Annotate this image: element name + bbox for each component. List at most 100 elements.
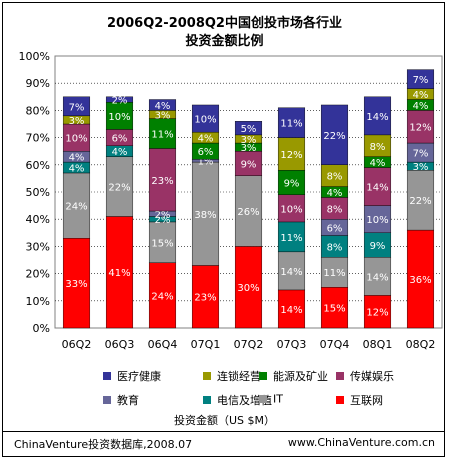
- legend-swatch: [336, 396, 344, 404]
- y-tick-label: 90%: [26, 77, 50, 90]
- x-tick-label: 07Q1: [191, 338, 221, 351]
- data-label: 2%: [155, 215, 171, 226]
- bar-segment: [105, 102, 134, 130]
- data-label: 30%: [237, 283, 259, 294]
- bar-segment: [277, 194, 306, 223]
- legend-item: 传媒娱乐: [336, 368, 394, 384]
- data-label: 10%: [108, 112, 130, 123]
- data-label: 3%: [155, 110, 171, 121]
- bar-segment: [105, 216, 134, 329]
- data-label: 24%: [65, 202, 87, 213]
- legend-label: 电信及增值: [217, 394, 272, 407]
- data-label: 15%: [323, 304, 345, 315]
- y-tick-label: 0%: [33, 322, 50, 335]
- data-label: 7%: [69, 102, 85, 113]
- bar-segment: [234, 121, 263, 136]
- bar-segment: [363, 205, 392, 234]
- y-tick-label: 60%: [26, 159, 50, 172]
- bar-segment: [62, 238, 91, 329]
- legend-swatch: [203, 396, 211, 404]
- data-label: 7%: [413, 149, 429, 160]
- legend-label: 互联网: [350, 394, 383, 407]
- data-label: 9%: [370, 241, 386, 252]
- data-label: 8%: [327, 242, 343, 253]
- data-label: 11%: [280, 119, 302, 130]
- data-label: 9%: [284, 178, 300, 189]
- bar-segment: [277, 107, 306, 138]
- y-tick-label: 20%: [26, 268, 50, 281]
- data-label: 12%: [366, 308, 388, 319]
- data-label: 38%: [194, 210, 216, 221]
- y-tick-label: 80%: [26, 104, 50, 117]
- legend-label: 连锁经营: [217, 370, 261, 383]
- legend-swatch: [103, 396, 111, 404]
- bar-segment: [191, 265, 220, 329]
- bar-segment: [62, 123, 91, 152]
- y-tick-label: 40%: [26, 213, 50, 226]
- data-label: 8%: [327, 204, 343, 215]
- bar-segment: [277, 170, 306, 195]
- data-label: 12%: [280, 150, 302, 161]
- data-label: 4%: [370, 158, 386, 169]
- chart-subtitle: 投资金额比例: [185, 34, 264, 49]
- legend-item: 互联网: [336, 392, 383, 408]
- bar-segment: [277, 251, 306, 291]
- bar-segment: [148, 118, 177, 149]
- legend-label: IT: [273, 392, 283, 406]
- bar-segment: [148, 99, 177, 111]
- chart-title: 2006Q2-2008Q2中国创投市场各行业: [107, 16, 342, 31]
- x-tick-label: 07Q3: [277, 338, 307, 351]
- legend-label: 传媒娱乐: [350, 370, 394, 383]
- data-label: 11%: [151, 130, 173, 141]
- bar-segment: [191, 161, 220, 266]
- bar-segment: [234, 175, 263, 247]
- legend-swatch: [336, 372, 344, 380]
- bar-segment: [105, 156, 134, 217]
- footer-source: ChinaVenture投资数据库,2008.07: [14, 438, 193, 451]
- bar-segment: [406, 229, 435, 329]
- legend-item: 连锁经营: [203, 368, 261, 384]
- legend-swatch: [259, 372, 267, 380]
- bar-segment: [148, 262, 177, 329]
- data-label: 1%: [198, 157, 214, 168]
- data-label: 3%: [413, 162, 429, 173]
- data-label: 2%: [112, 96, 128, 107]
- bar-segment: [234, 246, 263, 329]
- bar-segment: [363, 295, 392, 329]
- x-tick-label: 08Q1: [363, 338, 393, 351]
- data-label: 7%: [413, 75, 429, 86]
- bar-segment: [320, 104, 349, 165]
- legend-label: 医疗健康: [117, 370, 161, 383]
- bar-segment: [363, 257, 392, 296]
- x-tick-label: 06Q2: [62, 338, 92, 351]
- bar-segment: [406, 170, 435, 231]
- data-label: 5%: [241, 124, 257, 135]
- data-label: 4%: [413, 90, 429, 101]
- bar-segment: [406, 69, 435, 89]
- legend-label: 教育: [117, 394, 139, 407]
- bar-segment: [320, 257, 349, 288]
- data-label: 24%: [151, 291, 173, 302]
- legend-swatch: [103, 372, 111, 380]
- data-label: 3%: [241, 143, 257, 154]
- data-label: 4%: [112, 147, 128, 158]
- data-label: 4%: [69, 153, 85, 164]
- data-label: 14%: [366, 272, 388, 283]
- x-tick-label: 07Q4: [320, 338, 350, 351]
- data-label: 2%: [155, 210, 171, 221]
- data-label: 8%: [327, 172, 343, 183]
- data-label: 10%: [194, 115, 216, 126]
- data-label: 14%: [280, 305, 302, 316]
- footer-divider: [2, 431, 445, 432]
- data-label: 22%: [409, 196, 431, 207]
- data-label: 8%: [370, 142, 386, 153]
- y-tick-label: 70%: [26, 132, 50, 145]
- data-label: 9%: [241, 159, 257, 170]
- data-label: 4%: [198, 134, 214, 145]
- data-label: 14%: [280, 267, 302, 278]
- legend-item: 教育: [103, 392, 139, 408]
- data-label: 23%: [151, 176, 173, 187]
- y-tick-label: 10%: [26, 295, 50, 308]
- data-label: 6%: [198, 147, 214, 158]
